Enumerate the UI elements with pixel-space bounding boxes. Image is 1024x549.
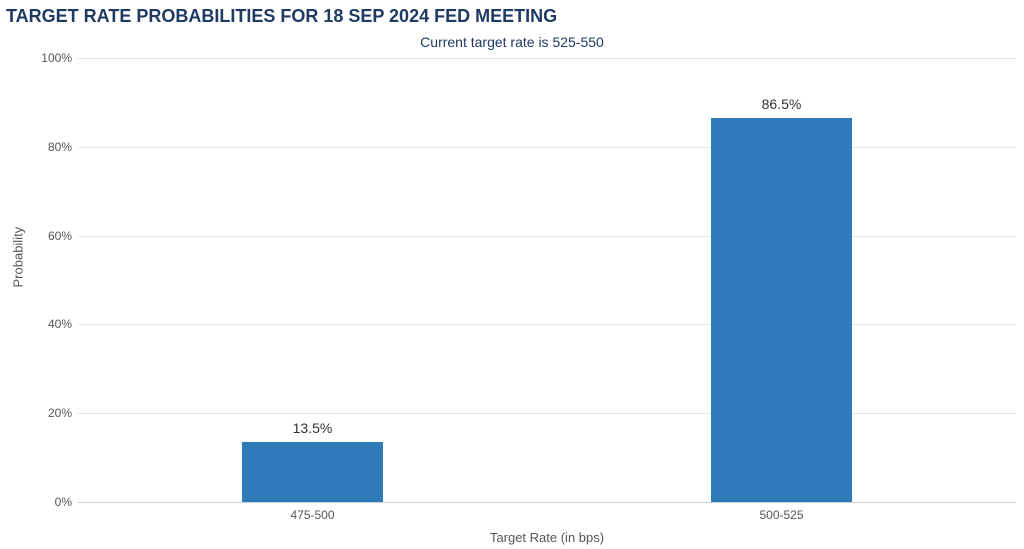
chart-subtitle: Current target rate is 525-550	[0, 34, 1024, 50]
bar-value-label: 86.5%	[762, 96, 802, 112]
chart-title: TARGET RATE PROBABILITIES FOR 18 SEP 202…	[6, 6, 557, 27]
y-tick-label: 20%	[48, 406, 78, 420]
y-tick-label: 60%	[48, 229, 78, 243]
bar	[711, 118, 852, 502]
y-tick-label: 80%	[48, 140, 78, 154]
y-tick-label: 100%	[41, 51, 78, 65]
y-tick-label: 40%	[48, 317, 78, 331]
gridline	[78, 324, 1016, 325]
bar	[242, 442, 383, 502]
plot-area: 0%20%40%60%80%100%13.5%475-50086.5%500-5…	[78, 58, 1016, 502]
gridline	[78, 58, 1016, 59]
gridline	[78, 413, 1016, 414]
y-axis-label: Probability	[11, 268, 26, 288]
chart-container: TARGET RATE PROBABILITIES FOR 18 SEP 202…	[0, 0, 1024, 549]
gridline	[78, 236, 1016, 237]
x-tick-label: 475-500	[290, 502, 334, 522]
x-axis-label: Target Rate (in bps)	[78, 530, 1016, 545]
x-tick-label: 500-525	[759, 502, 803, 522]
gridline	[78, 147, 1016, 148]
x-axis-baseline	[78, 502, 1016, 503]
y-tick-label: 0%	[55, 495, 78, 509]
bar-value-label: 13.5%	[293, 420, 333, 436]
